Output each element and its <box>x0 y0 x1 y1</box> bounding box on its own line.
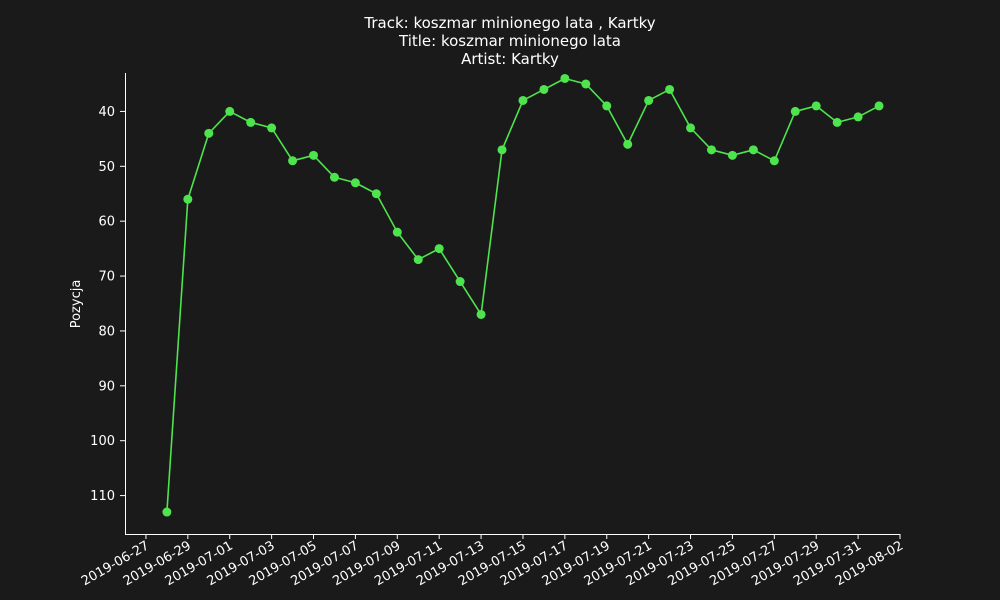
data-point <box>686 123 696 133</box>
data-point <box>267 123 277 133</box>
data-point <box>665 84 675 94</box>
data-point <box>832 117 842 127</box>
y-tick-label: 100 <box>90 434 115 449</box>
data-point <box>183 194 193 204</box>
series-group <box>162 73 884 517</box>
data-point <box>811 101 821 111</box>
data-point <box>727 150 737 160</box>
data-point <box>392 227 402 237</box>
data-point <box>853 112 863 122</box>
data-point <box>455 277 465 287</box>
data-point <box>288 156 298 166</box>
data-point <box>539 84 549 94</box>
data-point <box>706 145 716 155</box>
data-point <box>476 309 486 319</box>
y-axis-label: Pozycja <box>69 280 84 329</box>
y-tick-label: 110 <box>90 489 115 504</box>
data-point <box>644 95 654 105</box>
data-point <box>790 106 800 116</box>
chart-title-line-2: Title: koszmar minionego lata <box>398 32 621 50</box>
data-point <box>434 244 444 254</box>
data-point <box>581 79 591 89</box>
data-point <box>560 73 570 83</box>
data-point <box>518 95 528 105</box>
y-tick-label: 80 <box>98 324 115 339</box>
data-point <box>748 145 758 155</box>
data-point <box>602 101 612 111</box>
y-ticks: 40 50 60 70 80 90 100 110 <box>90 105 125 504</box>
y-tick-label: 60 <box>98 215 115 230</box>
data-point <box>350 178 360 188</box>
y-tick-label: 70 <box>98 270 115 285</box>
data-point <box>413 255 423 265</box>
data-point <box>329 172 339 182</box>
y-tick-label: 50 <box>98 160 115 175</box>
data-point <box>309 150 319 160</box>
series-line <box>166 77 880 513</box>
chart-title-line-3: Artist: Kartky <box>461 50 559 68</box>
x-ticks: 2019-06-272019-06-292019-07-012019-07-03… <box>79 534 906 589</box>
y-tick-label: 90 <box>98 379 115 394</box>
data-point <box>225 106 235 116</box>
data-point <box>371 189 381 199</box>
data-point <box>623 139 633 149</box>
data-point <box>162 507 172 517</box>
data-point <box>246 117 256 127</box>
y-tick-label: 40 <box>98 105 115 120</box>
data-point <box>204 128 214 138</box>
chart-title-line-1: Track: koszmar minionego lata , Kartky <box>363 14 655 32</box>
data-point <box>874 101 884 111</box>
data-point <box>769 156 779 166</box>
data-point <box>497 145 507 155</box>
